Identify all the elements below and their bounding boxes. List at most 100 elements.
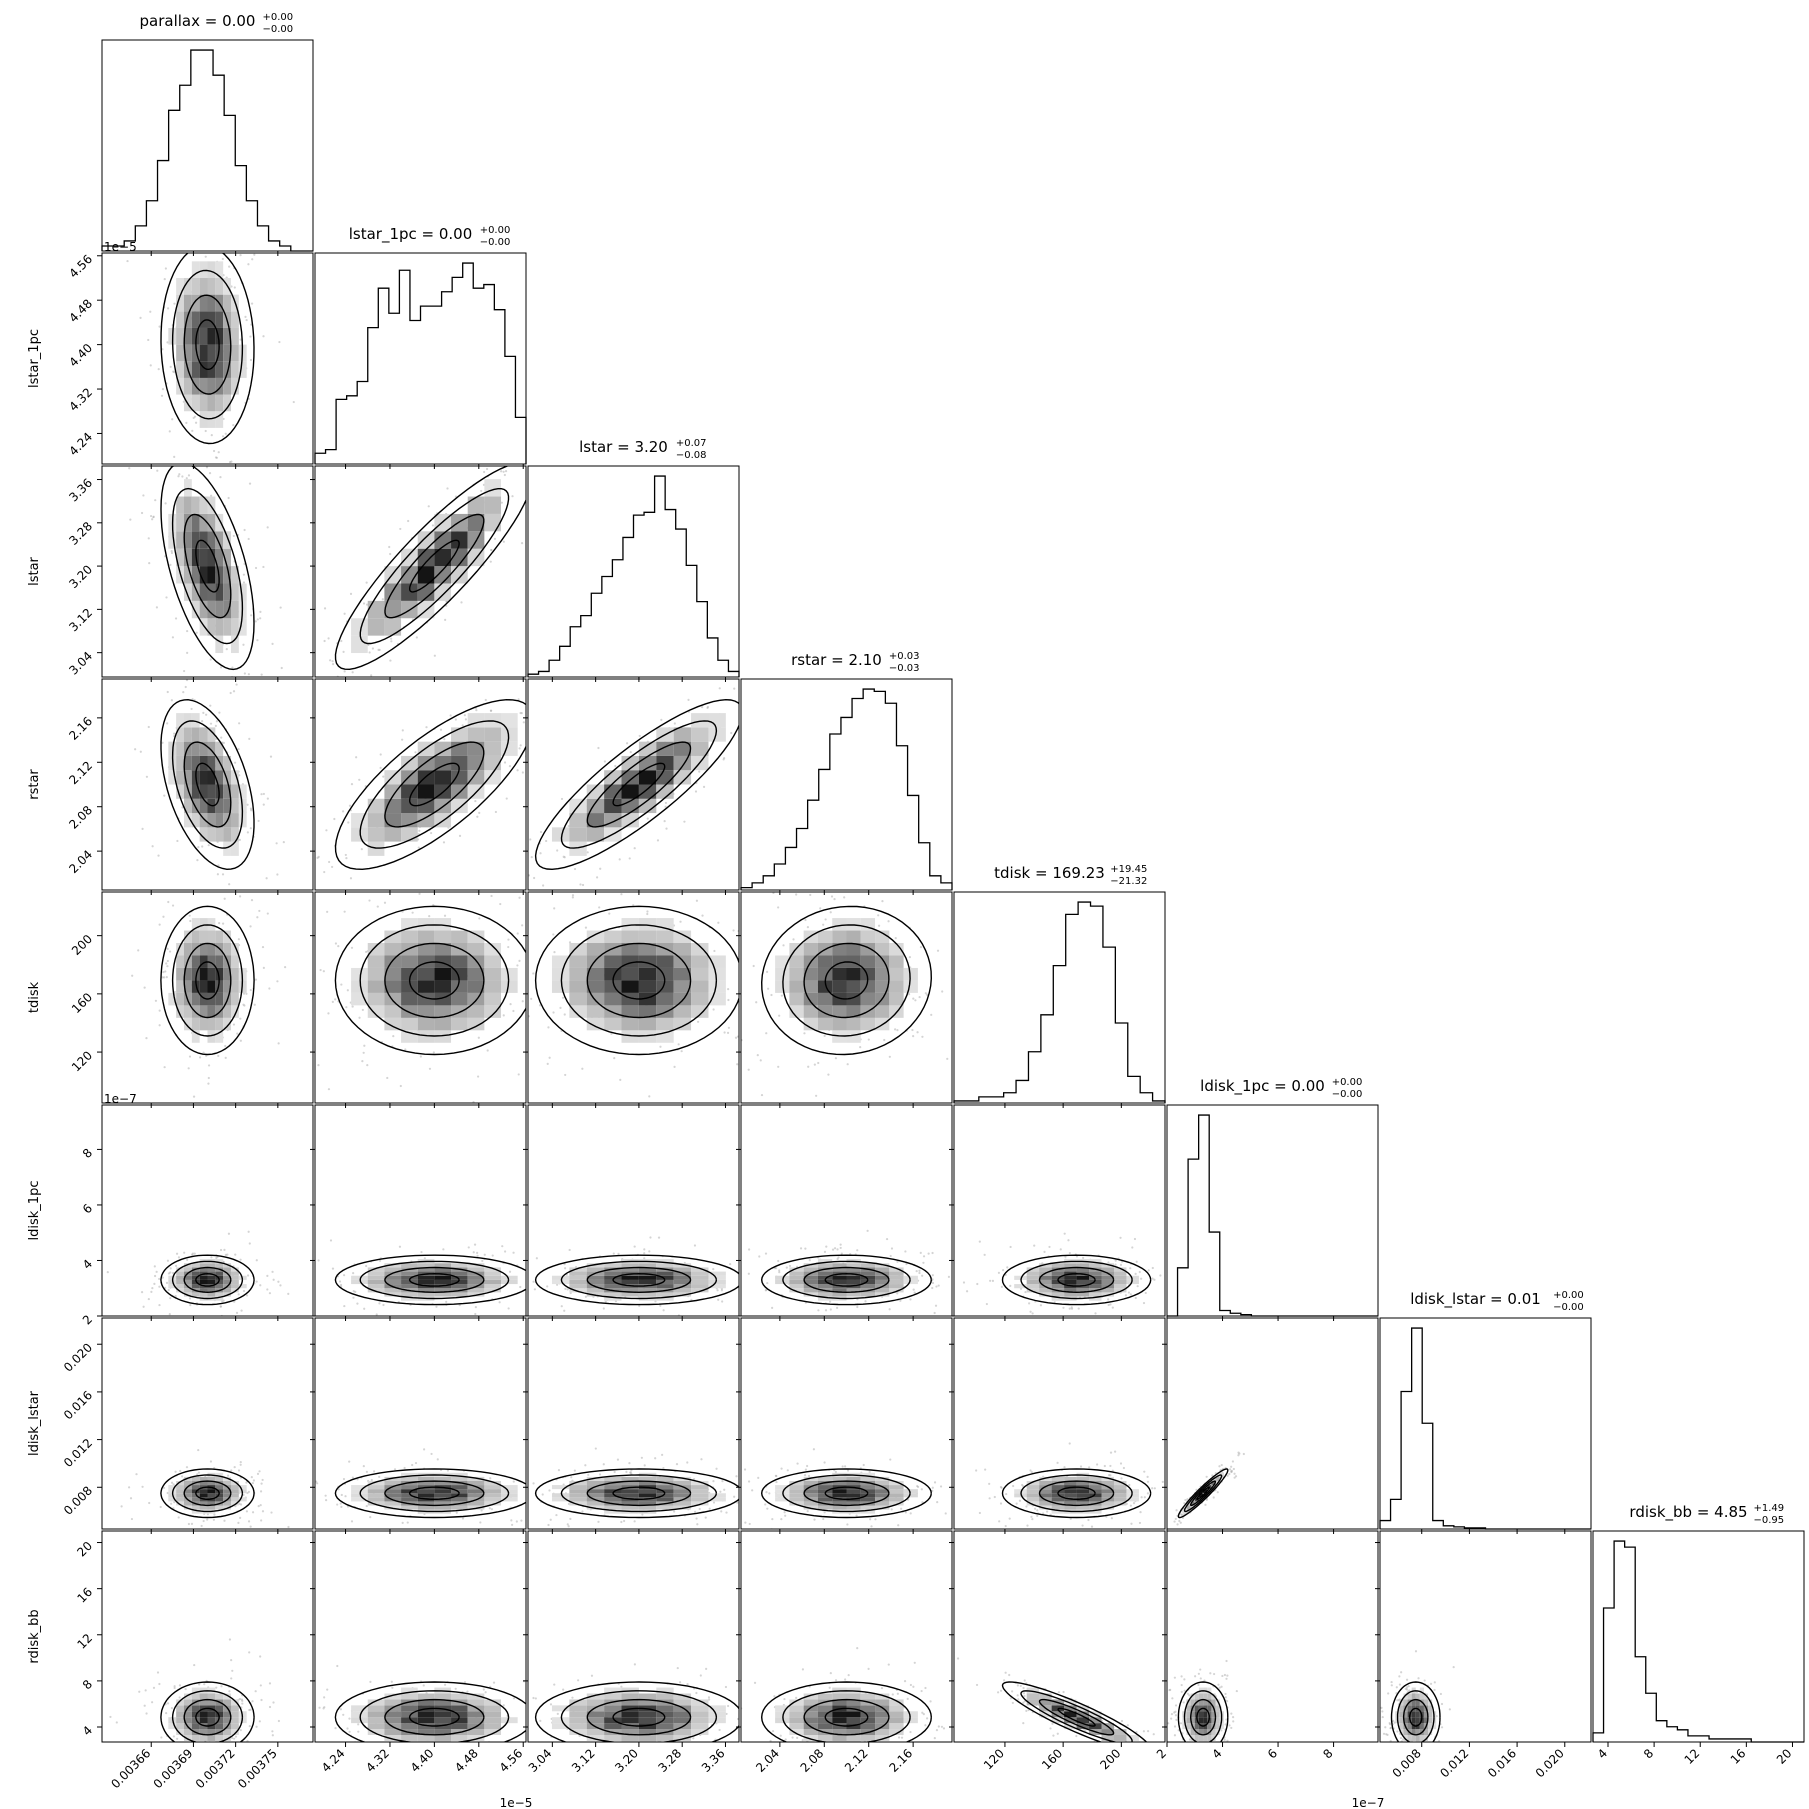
sample-point [933, 880, 935, 882]
density-cell [1026, 1501, 1040, 1506]
sample-point [388, 545, 391, 549]
sample-point [167, 900, 170, 904]
contour [183, 294, 232, 395]
sample-point [556, 1109, 558, 1111]
sample-point [477, 1036, 480, 1039]
density-cell [586, 813, 605, 828]
density-cell [604, 1489, 622, 1494]
sample-point [929, 1258, 931, 1260]
sample-point [1124, 1294, 1128, 1297]
density-cell [860, 1505, 876, 1510]
density-cell [417, 918, 435, 931]
density-cell [367, 1279, 385, 1285]
sample-point [749, 697, 751, 699]
sample-point [406, 1521, 409, 1524]
sample-point [546, 1285, 549, 1288]
sample-point [809, 893, 812, 897]
density-cell [889, 1279, 904, 1285]
sample-point [579, 883, 582, 886]
panel-frame [740, 1317, 953, 1530]
sample-point [939, 1335, 941, 1337]
density-cell [673, 955, 692, 968]
sample-point [186, 651, 189, 655]
sample-point [762, 1476, 764, 1478]
sample-point [541, 894, 543, 896]
sample-point [913, 1291, 916, 1294]
sample-point [382, 775, 385, 778]
density-cell [501, 1493, 518, 1498]
density-cell [467, 513, 485, 532]
sample-point [646, 912, 649, 916]
sample-point [999, 1485, 1003, 1489]
sample-point [351, 671, 354, 674]
panel-frame [953, 1317, 1166, 1530]
density-cell [1101, 1505, 1114, 1510]
density-cell [789, 1480, 804, 1486]
sample-point [762, 1470, 764, 1472]
sample-point [187, 1067, 190, 1070]
density-cell [1076, 1292, 1090, 1297]
sample-point [381, 598, 384, 601]
sample-point [296, 753, 298, 755]
sample-point [363, 1044, 366, 1047]
sample-point [931, 1251, 934, 1255]
sample-point [573, 867, 577, 871]
sample-point [888, 1055, 891, 1058]
sample-point [648, 1095, 651, 1098]
sample-point [546, 498, 548, 500]
sample-point [251, 1482, 254, 1485]
density-cell [656, 1505, 674, 1510]
sample-point [262, 335, 265, 338]
density-cell [451, 1505, 468, 1510]
sample-point [158, 1009, 161, 1012]
sample-point [617, 1252, 620, 1255]
sample-point [889, 1458, 892, 1461]
sample-point [584, 926, 588, 929]
sample-point [1151, 1266, 1154, 1270]
sample-point [168, 950, 172, 953]
title-lower-error: −0.00 [263, 24, 294, 35]
contour [334, 698, 526, 871]
sample-point [931, 1281, 935, 1285]
density-cell [223, 1288, 232, 1293]
density-cell [238, 1497, 247, 1502]
density-cell [434, 1030, 452, 1043]
density-cell [183, 770, 192, 785]
sample-point [856, 1249, 859, 1252]
density-cell [199, 955, 208, 968]
sample-point [843, 896, 846, 899]
density-cell [1089, 1296, 1102, 1301]
sample-point [181, 1475, 184, 1478]
density-cell [875, 1279, 890, 1285]
sample-point [279, 1284, 282, 1287]
sample-point [317, 855, 320, 858]
sample-point [1001, 1269, 1005, 1272]
sample-point [165, 596, 168, 599]
sample-point [181, 806, 184, 809]
sample-point [464, 718, 467, 721]
sample-point [735, 1475, 738, 1478]
density-cell [586, 1005, 605, 1018]
sample-point [219, 1248, 223, 1252]
sample-point [529, 838, 532, 841]
sample-point [748, 995, 750, 997]
sample-point [247, 673, 250, 676]
density-cell [384, 1017, 402, 1031]
sample-point [572, 421, 574, 423]
density-cell [417, 1501, 435, 1506]
density-cell [183, 327, 192, 345]
contour [782, 924, 911, 1037]
panel-frame [953, 891, 1166, 1104]
sample-point [1216, 1491, 1219, 1494]
panel-lstar_1pc-vs-parallax [101, 252, 314, 465]
density-cell [223, 1501, 232, 1506]
sample-point [934, 1304, 938, 1307]
panel-frame [101, 252, 314, 465]
density-cell [215, 1505, 224, 1510]
sample-point [553, 524, 555, 526]
density-cell [384, 1493, 402, 1498]
sample-point [249, 988, 252, 992]
density-cell [889, 1501, 904, 1506]
density-cell [1026, 1271, 1040, 1276]
density-cell [860, 1284, 876, 1289]
